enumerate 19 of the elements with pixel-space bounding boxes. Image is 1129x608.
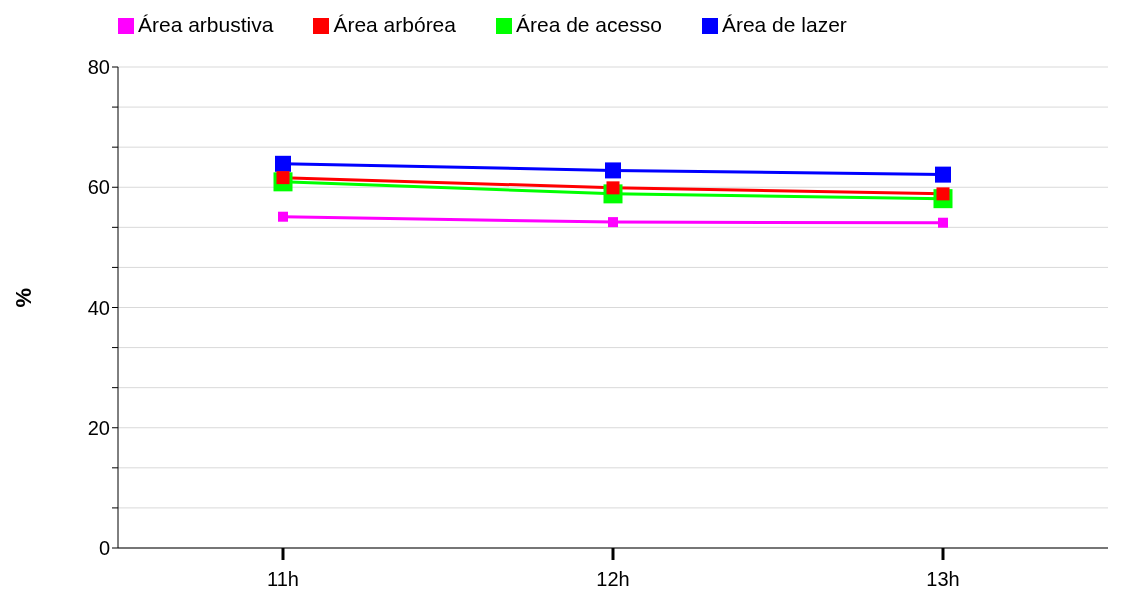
y-tick-label: 0 — [98, 537, 110, 560]
point — [275, 155, 291, 172]
y-tick-label: 40 — [87, 296, 110, 319]
x-tick-label: 12h — [596, 568, 630, 591]
y-tick-label: 60 — [87, 176, 110, 199]
point — [938, 217, 948, 228]
legend-label: Área de lazer — [721, 13, 847, 36]
legend-label: Área de acesso — [515, 13, 662, 36]
y-tick-label: 80 — [87, 56, 110, 79]
y-axis-title: % — [10, 287, 36, 308]
point — [605, 162, 621, 179]
point — [935, 166, 951, 183]
x-tick-label: 11h — [267, 568, 299, 591]
legend-label: Área arbórea — [333, 13, 456, 36]
x-tick-label: 13h — [926, 568, 960, 591]
point — [278, 211, 288, 222]
legend-label: Área arbustiva — [138, 13, 274, 36]
point — [608, 217, 618, 228]
y-tick-label: 20 — [87, 416, 110, 439]
